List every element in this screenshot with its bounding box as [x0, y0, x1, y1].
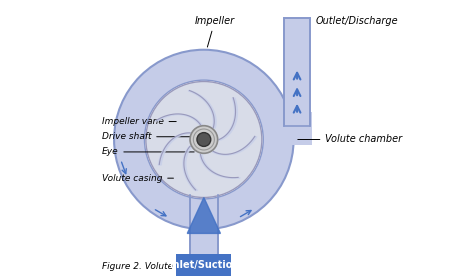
- Text: Volute casing: Volute casing: [101, 174, 173, 183]
- Circle shape: [190, 126, 218, 153]
- Text: Volute chamber: Volute chamber: [298, 134, 402, 145]
- Circle shape: [114, 50, 293, 229]
- FancyBboxPatch shape: [284, 112, 311, 145]
- FancyBboxPatch shape: [190, 195, 218, 256]
- Circle shape: [146, 81, 262, 198]
- FancyBboxPatch shape: [284, 18, 310, 126]
- Text: Figure 2. Volute case design: Figure 2. Volute case design: [101, 262, 229, 271]
- Text: Outlet/Discharge: Outlet/Discharge: [316, 16, 398, 26]
- FancyBboxPatch shape: [176, 254, 231, 276]
- Polygon shape: [187, 198, 220, 234]
- Text: Eye: Eye: [101, 147, 194, 157]
- Text: Impeller vane: Impeller vane: [101, 117, 176, 126]
- Circle shape: [197, 133, 211, 146]
- Text: Drive shaft: Drive shaft: [101, 132, 190, 141]
- Text: Inlet/Suction: Inlet/Suction: [169, 260, 239, 270]
- Circle shape: [145, 80, 263, 199]
- Text: Impeller: Impeller: [195, 16, 235, 47]
